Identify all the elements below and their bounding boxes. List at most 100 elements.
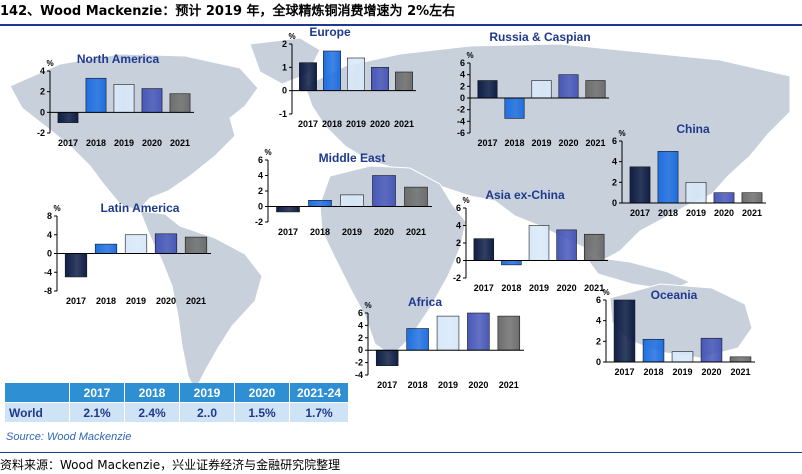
x-tick-label: 2020 xyxy=(714,208,734,218)
chart-title: Russia & Caspian xyxy=(489,30,590,44)
bar xyxy=(473,238,495,261)
x-tick-label: 2017 xyxy=(614,367,634,377)
regional-bar-chart: North America%4 2 0 -2 2017 2018 2019 2020 2021 xyxy=(37,52,194,148)
y-tick-label: 0 xyxy=(612,198,617,208)
x-tick-label: 2018 xyxy=(408,380,428,390)
x-tick-label: 2017 xyxy=(630,208,650,218)
x-tick-label: 2018 xyxy=(504,138,524,148)
regional-bar-chart: Latin America%8 4 0 -4 -8 2017 2018 2019 2020 202… xyxy=(44,201,211,306)
bar xyxy=(347,57,365,91)
bar xyxy=(467,312,490,351)
bar xyxy=(729,356,752,363)
table-header-cell: 2017 xyxy=(70,383,124,402)
table-cell: 2.1% xyxy=(70,403,124,422)
table-header-cell: 2021-24 xyxy=(290,383,348,402)
bar xyxy=(85,77,107,113)
bar xyxy=(436,315,460,351)
north-america-landmass xyxy=(9,53,259,212)
y-tick-label: 6 xyxy=(358,308,363,318)
bar xyxy=(113,84,135,113)
y-unit-label: % xyxy=(288,32,295,41)
x-tick-label: 2020 xyxy=(374,227,394,237)
chart-title: Oceania xyxy=(651,288,698,302)
x-tick-label: 2021 xyxy=(186,296,206,306)
y-tick-label: -6 xyxy=(457,128,465,138)
bar xyxy=(713,192,735,204)
bar xyxy=(308,200,332,207)
bar xyxy=(741,192,763,204)
regional-bar-chart: Europe%2 1 0 -1 2017 2018 2019 2020 2021 xyxy=(279,26,416,129)
bar xyxy=(556,229,577,261)
bar xyxy=(585,80,606,99)
source-note: Source: Wood Mackenzie xyxy=(6,431,132,443)
bar xyxy=(501,260,522,266)
bar xyxy=(497,315,521,351)
y-tick-label: 6 xyxy=(460,58,465,68)
y-unit-label: % xyxy=(364,301,371,310)
table-cell: 2..0 xyxy=(180,403,234,422)
chart-title: Middle East xyxy=(319,151,386,165)
y-tick-label: -2 xyxy=(37,128,45,138)
bar xyxy=(558,74,579,99)
bar xyxy=(141,88,163,113)
title-rule xyxy=(0,24,802,26)
bar xyxy=(583,233,605,261)
y-tick-label: 2 xyxy=(358,333,363,343)
chart-title: Latin America xyxy=(101,201,180,215)
y-tick-label: 2 xyxy=(612,177,617,187)
x-tick-label: 2019 xyxy=(672,367,692,377)
x-tick-label: 2020 xyxy=(558,138,578,148)
y-tick-label: -1 xyxy=(279,109,287,119)
chart-title: North America xyxy=(77,52,160,66)
table-header-cell xyxy=(5,383,69,402)
x-tick-label: 2021 xyxy=(499,380,519,390)
regional-bar-chart: Middle East%6 4 2 0 -2 2017 2018 2019 2020 2021 xyxy=(255,148,432,237)
y-tick-label: 0 xyxy=(47,249,52,259)
y-tick-label: 4 xyxy=(258,171,263,181)
bar xyxy=(276,206,300,213)
y-unit-label: % xyxy=(46,59,53,68)
x-tick-label: 2019 xyxy=(126,296,146,306)
bar xyxy=(64,253,88,278)
y-tick-label: 4 xyxy=(358,320,363,330)
bar xyxy=(154,233,178,254)
x-tick-label: 2021 xyxy=(584,283,604,293)
bar xyxy=(504,97,525,119)
table-cell: 1.7% xyxy=(290,403,348,422)
bar xyxy=(124,234,148,254)
y-tick-label: 4 xyxy=(456,221,461,231)
bar xyxy=(169,93,191,113)
bar xyxy=(395,71,413,91)
x-tick-label: 2018 xyxy=(86,138,106,148)
table-cell: 2.4% xyxy=(125,403,179,422)
y-unit-label: % xyxy=(602,288,609,297)
y-tick-label: 0 xyxy=(460,93,465,103)
latin-america-landmass xyxy=(139,210,263,393)
x-tick-label: 2019 xyxy=(346,119,366,129)
x-tick-label: 2020 xyxy=(370,119,390,129)
bar xyxy=(613,299,636,363)
table-header-cell: 2020 xyxy=(235,383,289,402)
regional-bar-chart: Russia & Caspian%6 42 0 -2-4 -6 2017 2018 2019 2… xyxy=(457,30,609,148)
y-tick-label: -2 xyxy=(255,217,263,227)
x-tick-label: 2017 xyxy=(66,296,86,306)
bar xyxy=(700,337,723,363)
y-tick-label: 0 xyxy=(258,202,263,212)
x-tick-label: 2019 xyxy=(531,138,551,148)
y-tick-label: 6 xyxy=(258,155,263,165)
x-tick-label: 2018 xyxy=(501,283,521,293)
x-tick-label: 2021 xyxy=(394,119,414,129)
x-tick-label: 2019 xyxy=(114,138,134,148)
bar xyxy=(671,351,694,363)
bar xyxy=(340,194,364,207)
x-tick-label: 2020 xyxy=(156,296,176,306)
regional-bar-chart: Africa%6 4 2 0 -2 -4 2017 2018 2019 2020 2021 xyxy=(355,295,524,390)
bar xyxy=(404,186,428,207)
y-tick-label: 0 xyxy=(596,357,601,367)
y-tick-label: 2 xyxy=(456,238,461,248)
y-unit-label: % xyxy=(53,204,60,213)
footer-rule xyxy=(0,452,802,453)
y-tick-label: 4 xyxy=(47,230,52,240)
x-tick-label: 2021 xyxy=(742,208,762,218)
x-tick-label: 2021 xyxy=(730,367,750,377)
